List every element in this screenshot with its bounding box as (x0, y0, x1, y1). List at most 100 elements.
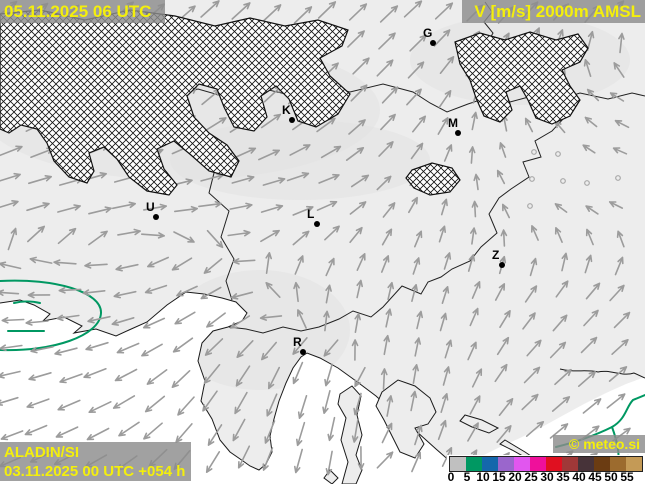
model-info-bar: ALADIN/SI 03.11.2025 00 UTC +054 h (0, 442, 191, 481)
wind-arrow (414, 424, 423, 446)
city-label: R (293, 335, 302, 349)
wind-arrow (58, 287, 82, 294)
wind-arrow (0, 344, 23, 351)
wind-arrow (443, 252, 452, 270)
wind-arrow (584, 116, 598, 128)
wind-arrow (499, 142, 507, 158)
terrain-mask-hatch (0, 9, 589, 196)
wind-arrow (350, 84, 368, 102)
wind-arrow (57, 399, 81, 411)
wind-arrow (406, 88, 422, 106)
wind-arrow (200, 0, 220, 18)
city-dot (289, 117, 295, 123)
wind-speed-legend: 0 5 10 15 20 25 30 35 40 45 50 55 (447, 455, 645, 484)
wind-arrow (230, 291, 254, 300)
wind-arrow (1, 316, 25, 324)
wind-arrow (262, 177, 286, 186)
wind-arrow (260, 113, 282, 129)
wind-arrow (232, 258, 256, 265)
city-dot (153, 214, 159, 220)
wind-arrow (56, 314, 80, 322)
wind-arrow (612, 147, 628, 155)
wind-arrow (582, 398, 602, 414)
wind-arrow (317, 1, 337, 19)
wind-arrow (381, 86, 399, 104)
wind-arrow (203, 364, 221, 384)
wind-arrow (433, 29, 451, 47)
wind-arrow (174, 311, 196, 325)
wind-arrow (554, 368, 572, 386)
wind-arrow (85, 341, 109, 351)
wind-arrow (494, 363, 508, 383)
legend-box-10 (482, 457, 498, 471)
city-label: L (307, 207, 315, 221)
wind-arrow (469, 395, 481, 415)
wind-arrow (87, 315, 111, 324)
wind-arrow (57, 227, 77, 245)
legend-box-45 (594, 457, 610, 471)
wind-arrow (529, 257, 538, 277)
wind-arrow (524, 117, 534, 133)
wind-arrow (554, 227, 563, 243)
wind-arrow (324, 225, 340, 241)
legend-box-5 (466, 457, 482, 471)
wind-arrow (292, 205, 314, 216)
wind-arrow (407, 61, 425, 79)
wind-arrow (205, 117, 227, 131)
wind-arrow (411, 284, 418, 302)
wind-arrow (471, 200, 479, 218)
wind-arrow (205, 451, 221, 473)
wind-arrow (327, 416, 336, 442)
wind-arrow (260, 204, 284, 213)
valid-time-text: 05.11.2025 06 UTC (4, 2, 152, 21)
wind-arrow (293, 6, 313, 24)
wind-arrow (586, 30, 595, 52)
wind-arrow (345, 147, 365, 161)
wind-arrow (561, 252, 568, 272)
wind-arrow (202, 390, 218, 412)
wind-arrow (386, 395, 394, 417)
legend-label: 35 (556, 470, 570, 484)
wind-arrow (292, 361, 304, 385)
wind-arrow (555, 280, 569, 298)
wind-arrow (0, 430, 24, 441)
wind-arrow (498, 398, 514, 416)
wind-arrow (53, 259, 77, 266)
copyright-bar: © meteo.si (553, 435, 645, 453)
wind-arrow (292, 337, 308, 355)
legend-box-25 (530, 457, 546, 471)
wind-arrow (265, 252, 272, 274)
wind-arrow (471, 111, 478, 131)
parameter-title-text: V [m/s] 2000m AMSL (474, 2, 641, 21)
city-dot (499, 262, 505, 268)
wind-arrow (175, 423, 193, 443)
wind-arrow (613, 311, 631, 329)
copyright-text: © meteo.si (568, 436, 640, 452)
wind-arrow (297, 395, 308, 419)
legend-label: 25 (524, 470, 538, 484)
wind-arrow (357, 446, 365, 470)
legend-box-50 (610, 457, 626, 471)
calm-wind-circle (555, 151, 561, 157)
legend-label: 5 (463, 470, 471, 484)
wind-arrow (296, 421, 306, 447)
legend-value-labels: 0 5 10 15 20 25 30 35 40 45 50 55 (447, 471, 645, 484)
wind-arrow (437, 117, 449, 135)
wind-arrow (580, 336, 598, 354)
wind-arrow (171, 370, 191, 388)
wind-arrow (261, 341, 277, 361)
hatch-alps-east (454, 31, 589, 125)
legend-box-30 (546, 457, 562, 471)
wind-arrow (27, 291, 51, 299)
wind-arrow (260, 229, 280, 243)
legend-label: 10 (476, 470, 490, 484)
wind-arrow (414, 230, 423, 248)
wind-arrow (412, 257, 421, 275)
wind-arrow (381, 228, 393, 246)
wind-arrow (499, 310, 511, 328)
wind-arrow (608, 366, 628, 382)
wind-arrow (294, 448, 303, 474)
wind-arrow (522, 312, 536, 330)
wind-arrow (325, 450, 333, 476)
wind-arrow (351, 339, 359, 361)
